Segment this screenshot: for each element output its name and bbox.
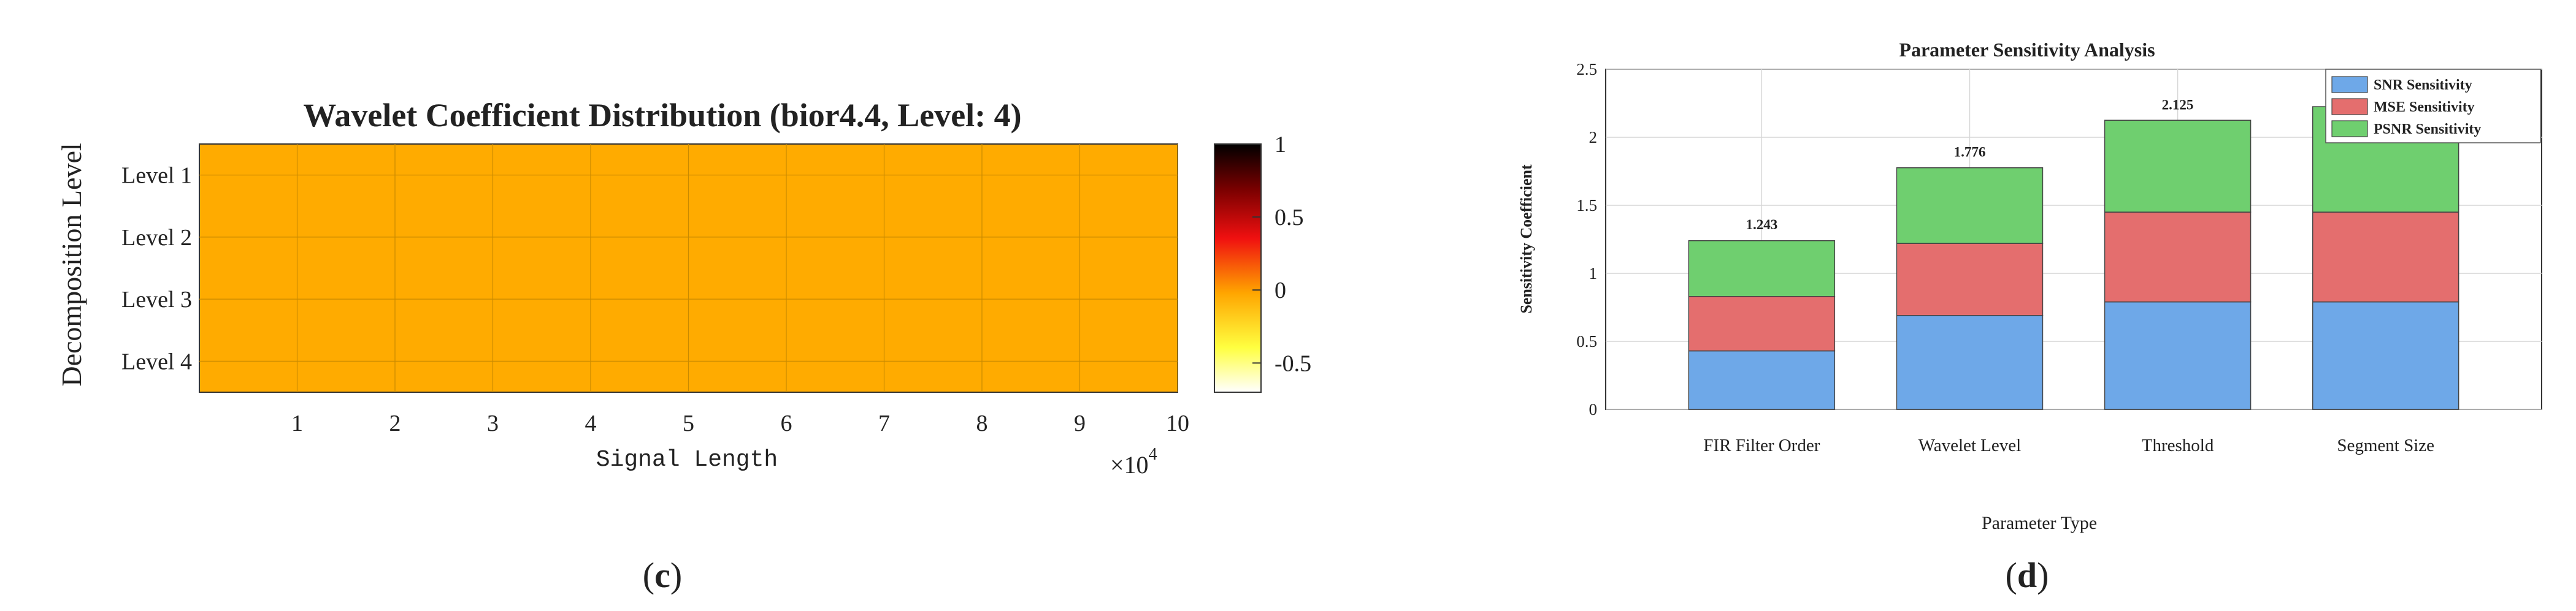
y-axis-ticks: 0 0.5 1 1.5 2 2.5 <box>1576 60 1597 419</box>
heatmap-x-tick-label: 7 <box>878 411 890 436</box>
panel-label-c: (c) <box>643 555 682 595</box>
legend-swatch <box>2331 76 2368 93</box>
legend-swatch <box>2331 120 2368 137</box>
x-axis-multiplier-base: ×10 <box>1110 451 1149 479</box>
bar-segment <box>2104 120 2252 213</box>
heatmap-x-tick-label: 4 <box>585 411 597 436</box>
heatmap-row-labels: Level 1 Level 2 Level 3 Level 4 <box>121 163 192 375</box>
bar-segment <box>2104 211 2252 303</box>
heatmap-row-label: Level 2 <box>121 225 192 251</box>
panel-letter-d: d <box>2017 555 2037 595</box>
bar-segment <box>2312 211 2459 303</box>
y-tick-label: 2.5 <box>1576 60 1597 78</box>
y-tick-label: 0.5 <box>1576 332 1597 351</box>
heatmap-x-tick-label: 9 <box>1074 411 1086 436</box>
colorbar-tick-label: 0 <box>1275 278 1286 303</box>
bar-segment <box>2104 301 2252 410</box>
y-tick-label: 1 <box>1589 264 1598 283</box>
heatmap-panel: Wavelet Coefficient Distribution (bior4.… <box>56 97 1311 595</box>
heatmap-x-tick-label: 5 <box>683 411 694 436</box>
x-axis-multiplier-exponent: 4 <box>1149 445 1157 464</box>
x-tick-label: Wavelet Level <box>1919 436 2022 455</box>
y-tick-label: 2 <box>1589 128 1598 146</box>
colorbar-ticks: 1 0.5 0 -0.5 <box>1252 132 1311 376</box>
heatmap-x-ticks: 1 2 3 4 5 6 7 8 9 10 <box>291 411 1189 436</box>
bar-total-label: 2.125 <box>2162 97 2194 112</box>
y-tick-label: 0 <box>1589 400 1598 419</box>
bar-total-label: 1.243 <box>1746 217 1777 232</box>
heatmap-title: Wavelet Coefficient Distribution (bior4.… <box>303 97 1021 134</box>
heatmap-xlabel: Signal Length <box>596 447 778 473</box>
heatmap-ylabel: Decomposition Level <box>56 143 87 386</box>
bar-segment <box>2312 301 2459 410</box>
x-axis-ticks: FIR Filter Order Wavelet Level Threshold Se… <box>1703 436 2434 455</box>
heatmap-x-tick-label: 3 <box>487 411 499 436</box>
legend-swatch <box>2331 98 2368 115</box>
legend: SNR Sensitivity MSE Sensitivity PSNR Sensi… <box>2325 69 2541 143</box>
colorbar-tick-label: 0.5 <box>1275 205 1304 230</box>
colorbar-tick-label: 1 <box>1275 132 1286 157</box>
heatmap-x-tick-label: 1 <box>291 411 303 436</box>
legend-entry-label: SNR Sensitivity <box>2374 77 2472 93</box>
x-tick-label: Segment Size <box>2337 436 2434 455</box>
heatmap-row-label: Level 1 <box>121 163 192 189</box>
heatmap-x-tick-label: 2 <box>389 411 401 436</box>
x-tick-label: FIR Filter Order <box>1703 436 1820 455</box>
colorbar-tick-label: -0.5 <box>1275 351 1311 376</box>
panel-label-d: (d) <box>2006 555 2049 595</box>
bar-segment <box>1896 243 2044 316</box>
y-tick-label: 1.5 <box>1576 196 1597 214</box>
bar-segment <box>1896 167 2044 244</box>
bar-segment <box>1688 240 1836 297</box>
stacked-bar-panel: Parameter Sensitivity Analysis 0 0.5 1 1.5 2… <box>1517 39 2542 595</box>
x-axis-multiplier: ×104 <box>1110 445 1157 479</box>
bar-segment <box>1688 295 1836 352</box>
x-tick-label: Threshold <box>2142 436 2214 455</box>
legend-entry-label: PSNR Sensitivity <box>2374 121 2481 137</box>
heatmap-row-label: Level 4 <box>121 349 192 374</box>
heatmap-x-tick-label: 6 <box>781 411 792 436</box>
bar-chart-ylabel: Sensitivity Coefficient <box>1517 164 1535 314</box>
heatmap-x-tick-label: 10 <box>1166 411 1189 436</box>
bar-chart-xlabel: Parameter Type <box>1982 513 2097 533</box>
colorbar <box>1214 143 1262 393</box>
legend-entry-label: MSE Sensitivity <box>2374 99 2475 115</box>
bar-chart-title: Parameter Sensitivity Analysis <box>1899 39 2155 61</box>
bar-segment <box>1896 315 2044 410</box>
heatmap-grid <box>199 144 1178 392</box>
heatmap-x-tick-label: 8 <box>976 411 988 436</box>
heatmap-row-label: Level 3 <box>121 287 192 313</box>
bar-total-label: 1.776 <box>1954 145 1986 160</box>
panel-letter-c: c <box>654 555 670 595</box>
bar-segment <box>1688 350 1836 410</box>
